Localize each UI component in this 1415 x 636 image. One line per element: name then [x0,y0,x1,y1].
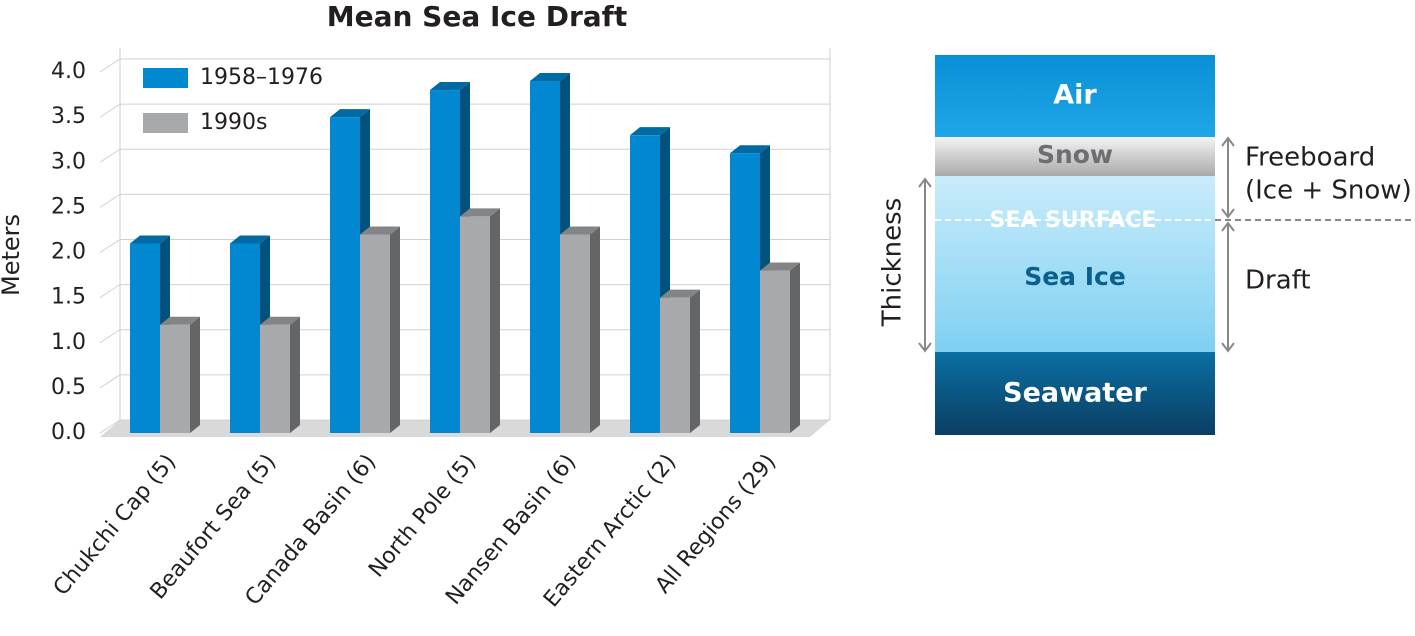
bar-side [590,226,600,433]
bar-front [430,90,460,434]
bar-front [260,324,290,433]
bar [560,226,600,433]
bar [360,226,400,433]
bar [760,262,800,433]
layer-label: Sea Ice [1024,262,1126,291]
grid-line [99,58,830,73]
bar-front [630,135,660,434]
snow-layer [935,137,1215,176]
y-tick-label: 3.5 [51,104,86,129]
bar-side [790,262,800,433]
chart-title: Mean Sea Ice Draft [327,0,628,33]
bar-top [560,226,600,235]
bar-front [760,270,790,433]
grid-line [99,148,830,163]
y-tick-label: 4.0 [51,59,86,84]
bar-side [690,289,700,433]
thickness-label: Thickness [878,198,908,328]
bar-front [130,243,160,433]
bar-top [460,208,500,217]
y-axis-label: Meters [0,214,25,296]
grid-line [99,103,830,118]
layer-label: Air [1053,80,1097,111]
bar [460,208,500,433]
bar-top [330,109,370,118]
bar [260,316,300,433]
y-tick-label: 0.5 [51,375,86,400]
bar-side [190,316,200,433]
bar-front [660,297,690,433]
bar-top [430,82,470,91]
bar [160,316,200,433]
bar [630,127,670,434]
x-tick-label: North Pole (5) [364,450,481,583]
layer-label: SEA SURFACE [990,208,1157,233]
bar-top [260,316,300,325]
bar-front [160,324,190,433]
bar-top [660,289,700,298]
seawater-layer [935,352,1215,435]
y-tick-label: 2.5 [51,194,86,219]
bar-front [560,234,590,433]
bar-top [160,316,200,325]
y-tick-label: 3.0 [51,149,86,174]
legend-swatch [143,113,188,133]
ice-layer [935,176,1215,352]
bar-top [530,73,570,82]
bar-front [730,153,760,433]
bar-front [530,81,560,434]
bar [660,289,700,433]
draft-label: Draft [1245,266,1311,296]
y-tick-label: 0.0 [51,420,86,445]
y-tick-label: 1.5 [51,285,86,310]
bar-top [730,145,770,154]
diagram: Air Snow SEA SURFACE Sea Ice Seawater Th… [878,55,1415,435]
bar-side [290,316,300,433]
bar-top [760,262,800,271]
layer-label: Seawater [1003,378,1147,409]
bar-front [330,117,360,433]
bar-front [230,243,260,433]
bar-side [490,208,500,433]
air-layer [935,55,1215,137]
layer-label: Snow [1037,140,1113,169]
arrows [918,136,1235,353]
freeboard-label: Freeboard [1245,143,1375,173]
freeboard-note: (Ice + Snow) [1245,176,1412,206]
bar-front [360,234,390,433]
legend-label: 1958–1976 [200,65,323,90]
y-tick-label: 2.0 [51,240,86,265]
y-tick-label: 1.0 [51,330,86,355]
legend-label: 1990s [200,110,267,135]
legend-swatch [143,68,188,88]
bar-front [460,216,490,433]
grid-line [99,193,830,208]
bar-top [230,235,270,244]
bar-top [360,226,400,235]
bar-side [390,226,400,433]
bar-top [130,235,170,244]
bar-top [630,127,670,136]
